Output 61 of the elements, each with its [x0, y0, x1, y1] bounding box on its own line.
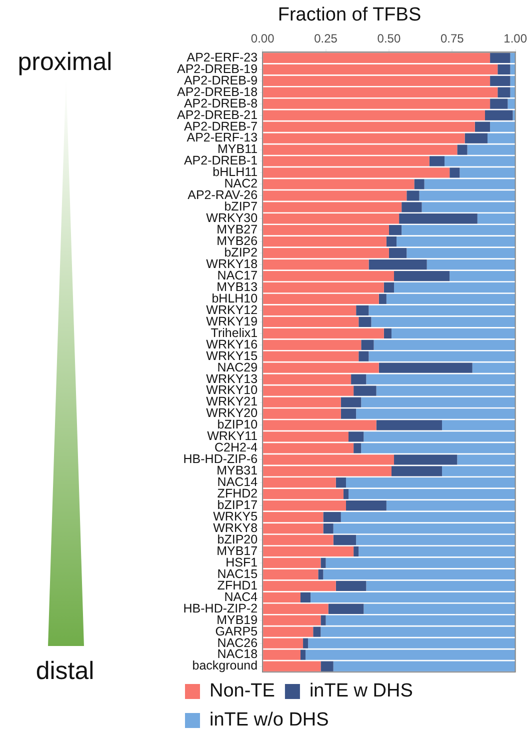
y-tick-label: AP2-DREB-8 — [184, 96, 258, 110]
y-tick-label: HSF1 — [226, 555, 258, 570]
y-tick-label: AP2-RAV-26 — [188, 188, 258, 202]
y-tick-label: bZIP20 — [217, 532, 258, 546]
x-tick-label: 0.75 — [440, 31, 464, 46]
y-tick-label: WRKY16 — [206, 337, 258, 352]
y-tick-label: WRKY19 — [206, 314, 258, 328]
legend-label: inTE w DHS — [309, 680, 413, 702]
y-tick-label: AP2-DREB-7 — [184, 119, 258, 134]
y-tick-label: WRKY21 — [206, 394, 258, 409]
y-tick-label: AP2-DREB-19 — [176, 62, 258, 76]
y-tick-label: WRKY10 — [206, 383, 258, 398]
y-tick-label: NAC2 — [224, 176, 258, 191]
y-tick-label: WRKY12 — [206, 302, 258, 317]
y-tick-label: WRKY30 — [206, 211, 258, 226]
chart-title: Fraction of TFBS — [278, 4, 422, 26]
y-tick-label: AP2-DREB-9 — [184, 73, 258, 88]
y-tick-label: NAC26 — [217, 636, 258, 650]
y-tick-label: Trihelix1 — [210, 326, 258, 340]
y-tick-label: MYB31 — [216, 464, 258, 478]
y-tick-label: HB-HD-ZIP-6 — [183, 452, 258, 466]
y-tick-label: MYB26 — [216, 234, 258, 248]
y-tick-label: WRKY20 — [206, 406, 258, 420]
y-tick-label: WRKY15 — [206, 348, 258, 363]
y-tick-label: MYB13 — [216, 280, 258, 294]
y-tick-label: ZFHD1 — [217, 578, 258, 592]
y-tick-label: NAC29 — [217, 360, 258, 374]
x-tick-label: 1.00 — [504, 31, 528, 46]
y-tick-label: ZFHD2 — [217, 486, 258, 501]
y-tick-label: NAC18 — [217, 647, 258, 662]
y-tick-label: NAC17 — [217, 268, 258, 282]
text: proximal — [16, 48, 114, 77]
y-tick-label: bZIP17 — [217, 498, 258, 512]
y-tick-label: bZIP7 — [224, 200, 258, 214]
y-tick-label: NAC15 — [217, 566, 258, 581]
y-tick-label: NAC4 — [224, 590, 258, 604]
legend-label: inTE w/o DHS — [210, 710, 329, 731]
y-tick-label: AP2-DREB-21 — [176, 108, 258, 122]
y-tick-label: bZIP10 — [217, 418, 258, 432]
y-tick-label: bHLH10 — [212, 291, 258, 306]
y-tick-label: AP2-DREB-1 — [184, 154, 258, 168]
y-tick-label: WRKY13 — [206, 372, 258, 386]
y-tick-label: NAC14 — [217, 475, 258, 490]
legend-label: Non-TE — [210, 680, 275, 702]
y-tick-label: bHLH11 — [212, 165, 258, 180]
y-tick-label: MYB11 — [218, 142, 258, 156]
y-tick-label: AP2-ERF-23 — [186, 50, 258, 64]
y-tick-label: MYB27 — [216, 222, 258, 237]
y-tick-label: background — [192, 658, 258, 673]
x-tick-label: 0.50 — [377, 31, 401, 46]
y-tick-label: C2H2-4 — [214, 440, 258, 455]
y-tick-label: AP2-DREB-18 — [176, 84, 258, 99]
y-tick-label: AP2-ERF-13 — [186, 130, 258, 145]
x-tick-label: 0.00 — [250, 31, 275, 46]
y-tick-label: GARP5 — [215, 624, 258, 638]
y-tick-label: WRKY11 — [207, 429, 258, 444]
y-tick-label: HB-HD-ZIP-2 — [183, 601, 258, 616]
y-tick-label: MYB17 — [216, 544, 258, 558]
y-tick-label: MYB19 — [216, 612, 258, 627]
text: distal — [34, 657, 96, 686]
x-tick-label: 0.25 — [314, 31, 338, 46]
